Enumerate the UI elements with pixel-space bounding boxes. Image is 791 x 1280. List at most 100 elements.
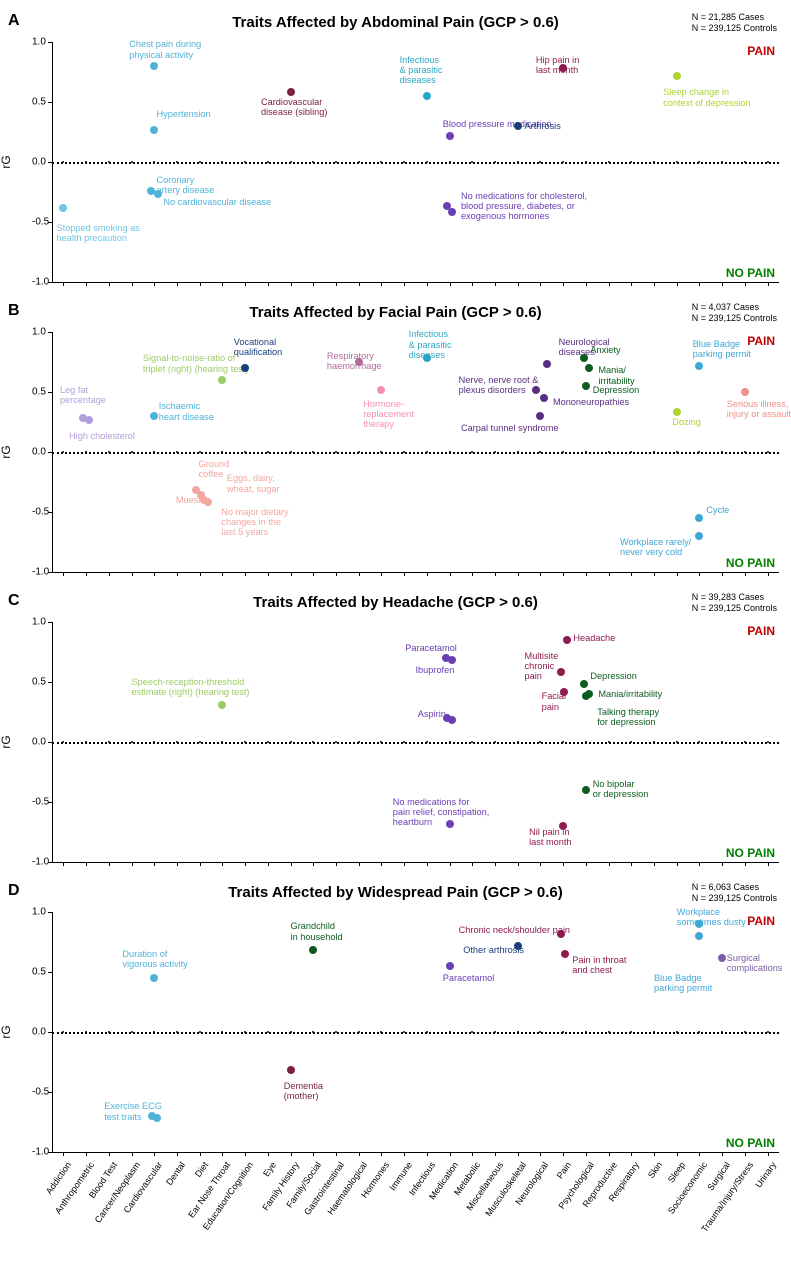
data-point — [673, 408, 681, 416]
pain-label: PAIN — [747, 914, 775, 928]
data-point — [446, 820, 454, 828]
y-axis-label: rG — [0, 155, 13, 168]
y-tick-label: 1.0 — [32, 617, 46, 628]
data-point-label: Blue Badge parking permit — [654, 973, 712, 993]
data-point-label: Ground coffee — [199, 459, 230, 479]
data-point-label: Pain in throat and chest — [572, 955, 626, 975]
data-point — [695, 532, 703, 540]
data-point-label: Dementia (mother) — [284, 1081, 323, 1101]
plot-area: Speech-reception-threshold estimate (rig… — [52, 622, 779, 863]
data-point — [150, 62, 158, 70]
data-point — [532, 386, 540, 394]
data-point — [309, 946, 317, 954]
y-tick-label: -1.0 — [32, 1147, 49, 1158]
data-point — [153, 1114, 161, 1122]
data-point-label: Talking therapy for depression — [597, 707, 659, 727]
data-point-label: Paracetamol — [443, 973, 495, 983]
data-point-label: Hypertension — [157, 109, 211, 119]
data-point — [204, 498, 212, 506]
no-pain-label: NO PAIN — [726, 266, 775, 280]
data-point-label: Multisite chronic pain — [525, 651, 559, 681]
data-point — [695, 932, 703, 940]
data-point-label: Cycle — [706, 505, 729, 515]
data-point — [580, 680, 588, 688]
data-point-label: Carpal tunnel syndrome — [461, 423, 559, 433]
x-tick-label: Eye — [261, 1160, 278, 1178]
y-tick-label: 1.0 — [32, 327, 46, 338]
panel-title: Traits Affected by Widespread Pain (GCP … — [0, 884, 791, 901]
y-tick-label: 0.5 — [32, 387, 46, 398]
panel-meta: N = 4,037 CasesN = 239,125 Controls — [692, 302, 777, 325]
data-point-label: Ibuprofen — [416, 665, 455, 675]
data-point — [448, 656, 456, 664]
data-point — [446, 132, 454, 140]
panel-meta: N = 39,283 CasesN = 239,125 Controls — [692, 592, 777, 615]
data-point — [150, 412, 158, 420]
data-point — [85, 416, 93, 424]
data-point-label: No bipolar or depression — [593, 779, 649, 799]
data-point — [448, 716, 456, 724]
data-point — [241, 364, 249, 372]
panel-title: Traits Affected by Facial Pain (GCP > 0.… — [0, 304, 791, 321]
data-point — [585, 364, 593, 372]
data-point-label: Nerve, nerve root & plexus disorders — [459, 375, 539, 395]
data-point — [559, 64, 567, 72]
data-point — [514, 122, 522, 130]
data-point — [423, 354, 431, 362]
data-point-label: High cholesterol — [69, 431, 135, 441]
data-point — [355, 358, 363, 366]
data-point — [514, 942, 522, 950]
panel-meta: N = 6,063 CasesN = 239,125 Controls — [692, 882, 777, 905]
pain-label: PAIN — [747, 624, 775, 638]
data-point-label: Stopped smoking as health precaution — [57, 223, 140, 243]
data-point — [423, 92, 431, 100]
data-point-label: Infectious & parasitic diseases — [400, 55, 443, 85]
data-point-label: No major dietary changes in the last 5 y… — [221, 507, 288, 537]
x-tick-label: Pain — [555, 1160, 574, 1180]
data-point-label: Leg fat percentage — [60, 385, 106, 405]
data-point — [536, 412, 544, 420]
data-point — [446, 962, 454, 970]
data-point-label: Speech-reception-threshold estimate (rig… — [132, 677, 250, 697]
data-point-label: Mania/irritability — [598, 689, 662, 699]
data-point-label: Workplace rarely/ never very cold — [620, 537, 691, 557]
data-point-label: Paracetamol — [405, 643, 457, 653]
data-point-label: Coronary artery disease — [157, 175, 215, 195]
plot-area: Duration of vigorous activityExercise EC… — [52, 912, 779, 1153]
data-point-label: Vocational qualification — [234, 337, 283, 357]
plot-area: Stopped smoking as health precaution Ches… — [52, 42, 779, 283]
data-point — [582, 382, 590, 390]
meta-line: N = 239,125 Controls — [692, 23, 777, 34]
data-point — [563, 636, 571, 644]
panel-title: Traits Affected by Abdominal Pain (GCP >… — [0, 14, 791, 31]
data-point-label: Chest pain during physical activity — [129, 39, 201, 59]
meta-line: N = 239,125 Controls — [692, 603, 777, 614]
panel-B: BTraits Affected by Facial Pain (GCP > 0… — [0, 300, 791, 580]
meta-line: N = 239,125 Controls — [692, 313, 777, 324]
y-tick-label: 0.5 — [32, 97, 46, 108]
meta-line: N = 39,283 Cases — [692, 592, 777, 603]
panel-C: CTraits Affected by Headache (GCP > 0.6)… — [0, 590, 791, 870]
data-point-label: Workplace sometimes dusty — [677, 907, 746, 927]
data-point — [448, 208, 456, 216]
y-tick-label: 0.0 — [32, 447, 46, 458]
x-tick-label: Diet — [192, 1160, 209, 1179]
y-tick-label: 1.0 — [32, 907, 46, 918]
data-point-label: Blood pressure medication — [443, 119, 552, 129]
data-point — [718, 954, 726, 962]
data-point-label: Mania/ irritability — [598, 365, 634, 385]
data-point-label: Ischaemic heart disease — [159, 401, 214, 421]
data-point — [540, 394, 548, 402]
data-point-label: Dozing — [672, 417, 701, 427]
data-point — [287, 1066, 295, 1074]
data-point — [561, 950, 569, 958]
data-point — [560, 688, 568, 696]
data-point-label: Serious illness, injury or assault — [727, 399, 791, 419]
data-point — [154, 190, 162, 198]
x-tick-label: Sleep — [666, 1160, 687, 1185]
data-point-label: Blue Badge parking permit — [693, 339, 751, 359]
data-point-label: Sleep change in context of depression — [663, 87, 750, 107]
data-point — [287, 88, 295, 96]
data-point — [695, 362, 703, 370]
data-point-label: Depression — [590, 671, 636, 681]
